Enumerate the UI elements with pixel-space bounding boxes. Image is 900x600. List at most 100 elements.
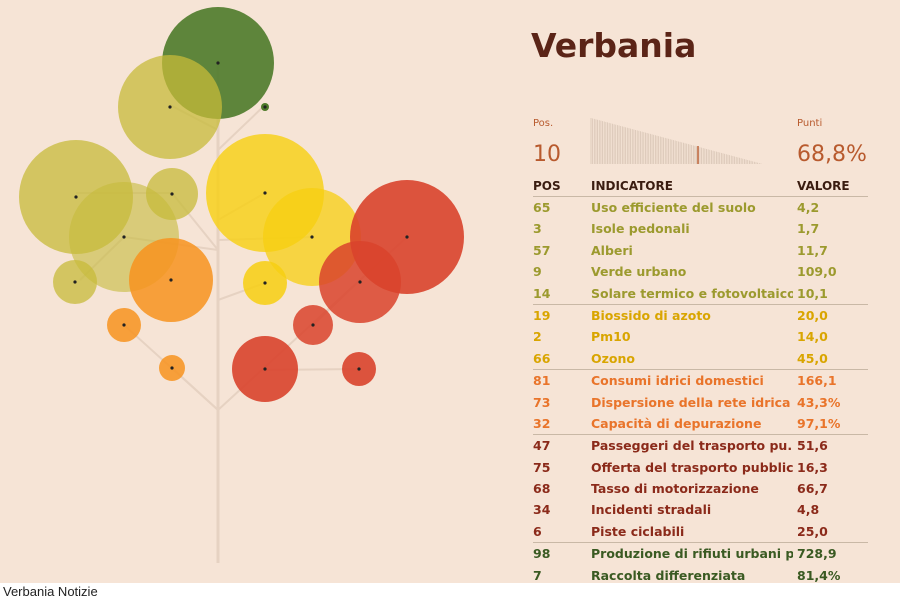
- row-indicator: Capacità di depurazione: [591, 415, 762, 431]
- row-value: 51,6: [797, 438, 828, 454]
- row-indicator: Biossido di azoto: [591, 307, 711, 323]
- ranking-histogram: [590, 118, 762, 164]
- bubble-center-dot: [263, 105, 267, 109]
- bubble-center-dot: [357, 367, 361, 371]
- table-row: 73 Dispersione della rete idrica 43,3%: [533, 392, 868, 413]
- bubble-center-dot: [169, 278, 173, 282]
- row-pos: 68: [533, 481, 551, 497]
- row-indicator: Alberi: [591, 242, 633, 258]
- header-pos: POS: [533, 179, 561, 193]
- row-value: 97,1%: [797, 415, 841, 431]
- row-value: 4,8: [797, 502, 820, 518]
- row-value: 20,0: [797, 307, 828, 323]
- row-value: 43,3%: [797, 394, 841, 410]
- table-row: 47 Passeggeri del trasporto pu... 51,6: [533, 434, 868, 456]
- bubble-center-dot: [73, 280, 77, 284]
- bubble-center-dot: [74, 195, 78, 199]
- tree-chart: [19, 7, 464, 563]
- bubble-center-dot: [263, 367, 267, 371]
- bubble-center-dot: [311, 323, 315, 327]
- row-value: 1,7: [797, 221, 820, 237]
- row-indicator: Pm10: [591, 329, 631, 345]
- row-pos: 9: [533, 264, 542, 280]
- table-row: 9 Verde urbano 109,0: [533, 261, 868, 282]
- table-row: 14 Solare termico e fotovoltaico 10,1: [533, 283, 868, 304]
- table-row: 7 Raccolta differenziata 81,4%: [533, 565, 868, 586]
- table-row: 98 Produzione di rifiuti urbani p... 728,9: [533, 542, 868, 564]
- bubble-center-dot: [405, 235, 409, 239]
- row-indicator: Offerta del trasporto pubblico: [591, 459, 793, 475]
- row-pos: 19: [533, 307, 551, 323]
- row-indicator: Dispersione della rete idrica: [591, 394, 791, 410]
- row-pos: 32: [533, 415, 551, 431]
- infographic-panel: Verbania Pos. 10 Punti 68,8% POS INDICAT…: [0, 0, 900, 583]
- source-caption: Verbania Notizie: [3, 584, 98, 599]
- row-value: 16,3: [797, 459, 828, 475]
- header-divider: [533, 196, 868, 197]
- row-pos: 6: [533, 523, 542, 539]
- row-pos: 34: [533, 502, 551, 518]
- bubble-center-dot: [168, 105, 172, 109]
- row-value: 166,1: [797, 373, 837, 389]
- table-row: 6 Piste ciclabili 25,0: [533, 521, 868, 542]
- bubble-center-dot: [170, 366, 174, 370]
- row-value: 11,7: [797, 242, 828, 258]
- bubble-center-dot: [216, 61, 220, 65]
- row-indicator: Raccolta differenziata: [591, 567, 746, 583]
- row-indicator: Isole pedonali: [591, 221, 690, 237]
- table-row: 65 Uso efficiente del suolo 4,2: [533, 197, 868, 218]
- pos-label: Pos.: [533, 118, 554, 129]
- bubble-center-dot: [263, 281, 267, 285]
- bubble-center-dot: [310, 235, 314, 239]
- row-indicator: Produzione di rifiuti urbani p...: [591, 546, 793, 562]
- row-pos: 7: [533, 567, 542, 583]
- row-value: 109,0: [797, 264, 837, 280]
- pos-value: 10: [533, 142, 561, 167]
- row-indicator: Ozono: [591, 350, 635, 366]
- table-row: 34 Incidenti stradali 4,8: [533, 499, 868, 520]
- row-indicator: Uso efficiente del suolo: [591, 200, 756, 215]
- row-pos: 57: [533, 242, 551, 258]
- row-pos: 81: [533, 373, 551, 389]
- table-row: 68 Tasso di motorizzazione 66,7: [533, 478, 868, 499]
- row-indicator: Verde urbano: [591, 264, 687, 280]
- row-indicator: Solare termico e fotovoltaico: [591, 285, 793, 301]
- row-pos: 65: [533, 200, 551, 215]
- row-value: 66,7: [797, 481, 828, 497]
- row-value: 4,2: [797, 200, 820, 215]
- row-pos: 98: [533, 546, 551, 562]
- row-indicator: Passeggeri del trasporto pu...: [591, 438, 793, 454]
- row-indicator: Piste ciclabili: [591, 523, 685, 539]
- city-title: Verbania: [531, 26, 697, 65]
- row-pos: 3: [533, 221, 542, 237]
- table-row: 81 Consumi idrici domestici 166,1: [533, 369, 868, 391]
- table-row: 3 Isole pedonali 1,7: [533, 218, 868, 239]
- indicator-table: 65 Uso efficiente del suolo 4,2 3 Isole pedo…: [533, 197, 868, 586]
- row-pos: 75: [533, 459, 551, 475]
- table-row: 19 Biossido di azoto 20,0: [533, 303, 868, 326]
- row-value: 45,0: [797, 350, 828, 366]
- tree-branch: [217, 104, 266, 151]
- points-label: Punti: [797, 118, 823, 129]
- bubble-center-dot: [358, 280, 362, 284]
- row-pos: 14: [533, 285, 551, 301]
- header-indicator: INDICATORE: [591, 179, 673, 193]
- table-row: 32 Capacità di depurazione 97,1%: [533, 413, 868, 434]
- row-pos: 73: [533, 394, 551, 410]
- row-value: 14,0: [797, 329, 828, 345]
- table-row: 66 Ozono 45,0: [533, 348, 868, 369]
- table-row: 75 Offerta del trasporto pubblico 16,3: [533, 457, 868, 478]
- table-row: 2 Pm10 14,0: [533, 326, 868, 347]
- row-indicator: Consumi idrici domestici: [591, 373, 764, 389]
- row-indicator: Tasso di motorizzazione: [591, 481, 759, 497]
- bubble-center-dot: [170, 192, 174, 196]
- row-indicator: Incidenti stradali: [591, 502, 712, 518]
- bubble-center-dot: [122, 235, 126, 239]
- points-value: 68,8%: [797, 142, 867, 167]
- row-value: 728,9: [797, 546, 837, 562]
- row-pos: 47: [533, 438, 551, 454]
- row-pos: 66: [533, 350, 551, 366]
- row-value: 81,4%: [797, 567, 841, 583]
- table-row: 57 Alberi 11,7: [533, 240, 868, 261]
- bubble-center-dot: [263, 191, 267, 195]
